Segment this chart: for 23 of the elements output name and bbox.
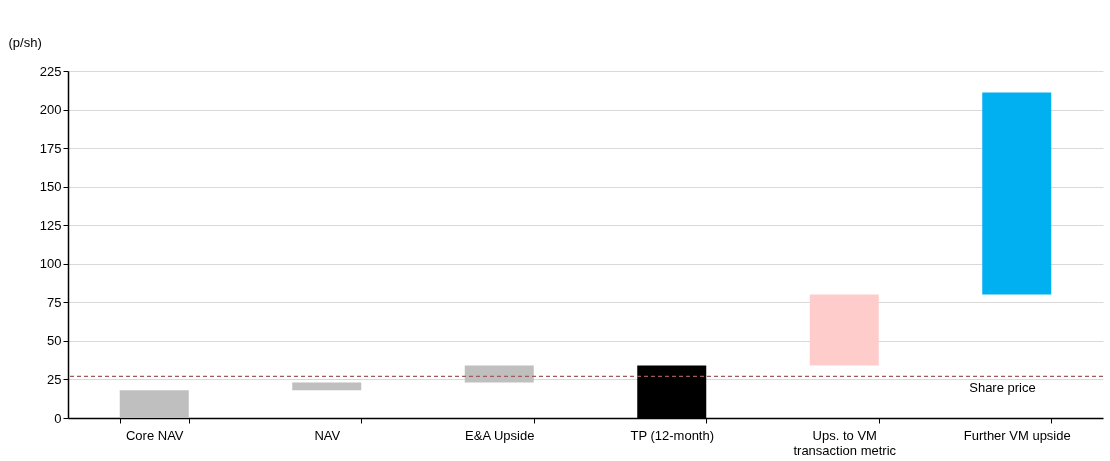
y-tick-label: 50 (47, 333, 62, 349)
x-tick-label: E&A Upside (465, 427, 535, 443)
bar (982, 92, 1052, 295)
x-tick-label: Further VM upside (963, 427, 1071, 443)
y-axis-title: (p/sh) (8, 34, 42, 50)
y-tick-label: 125 (39, 217, 62, 233)
bar (292, 382, 362, 391)
y-tick-label: 150 (39, 179, 62, 195)
y-tick-label: 225 (39, 63, 62, 79)
bar (464, 365, 534, 383)
y-tick-label: 175 (39, 140, 62, 156)
bar (119, 390, 189, 418)
x-tick-label: NAV (314, 427, 341, 443)
y-tick-label: 25 (47, 371, 62, 387)
x-tick-label: Core NAV (125, 427, 184, 443)
ref-line-label: Share price (969, 380, 1036, 396)
y-tick-label: 200 (39, 102, 62, 118)
x-tick-label: TP (12-month) (630, 427, 715, 443)
y-tick-label: 75 (47, 294, 62, 310)
bar (809, 294, 879, 366)
y-tick-label: 0 (54, 410, 62, 426)
x-tick-label: Ups. to VM transaction metric (793, 427, 897, 458)
y-tick-label: 100 (39, 256, 62, 272)
